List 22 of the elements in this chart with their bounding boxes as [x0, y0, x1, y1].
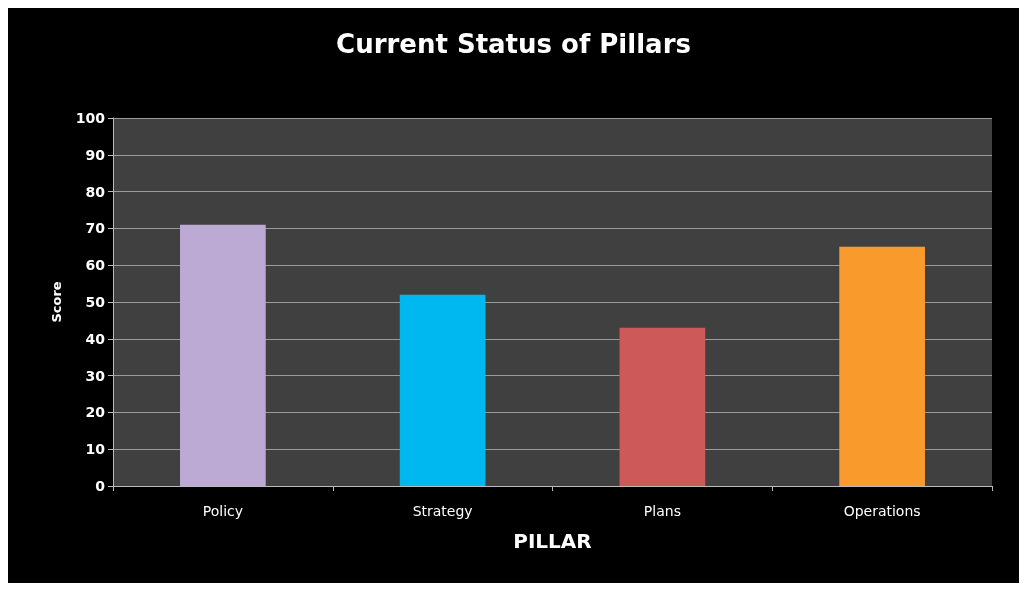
- y-tick-label: 10: [85, 441, 106, 458]
- x-axis-title: PILLAR: [513, 529, 592, 553]
- bar: [399, 294, 486, 486]
- y-tick-label: 100: [75, 110, 106, 126]
- x-tick-label: Policy: [202, 503, 244, 519]
- y-tick-label: 90: [85, 146, 106, 163]
- y-tick-label: 80: [85, 183, 106, 200]
- y-tick-label: 60: [85, 257, 106, 274]
- y-tick-label: 50: [85, 294, 106, 310]
- y-tick-label: 70: [85, 220, 106, 237]
- y-tick-label: 30: [85, 367, 106, 384]
- bar: [180, 224, 266, 486]
- y-tick-label: 20: [85, 404, 106, 421]
- x-tick-label: Plans: [643, 503, 681, 519]
- chart-title: Current Status of Pillars: [336, 29, 691, 59]
- bar: [619, 327, 706, 486]
- y-tick-label: 40: [85, 330, 106, 347]
- y-tick-label: 0: [95, 478, 106, 494]
- y-axis-title: Score: [49, 281, 64, 323]
- bar: [839, 246, 925, 486]
- x-tick-label: Strategy: [412, 503, 473, 519]
- x-tick-label: Operations: [843, 503, 921, 519]
